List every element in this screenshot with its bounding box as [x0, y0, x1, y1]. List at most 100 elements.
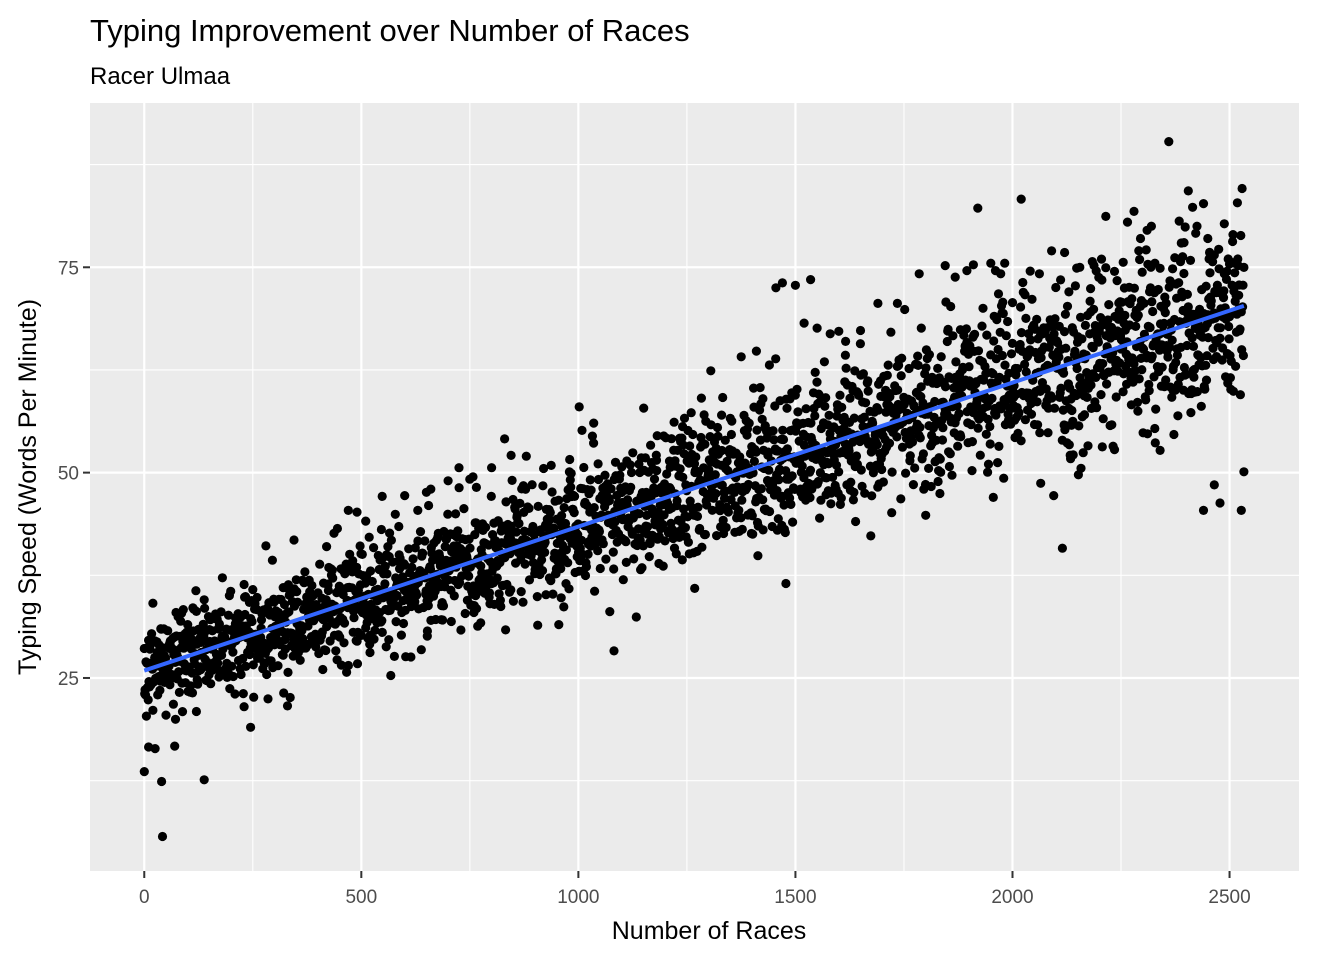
data-point: [1153, 284, 1163, 295]
data-point: [506, 585, 516, 595]
data-point: [1006, 349, 1017, 359]
data-point: [465, 543, 475, 553]
data-point: [213, 658, 223, 668]
data-point: [528, 521, 538, 532]
data-point: [443, 509, 453, 519]
data-point: [1203, 233, 1213, 244]
data-point: [1096, 254, 1107, 264]
data-point: [813, 476, 823, 487]
data-point: [1057, 543, 1067, 553]
data-point: [328, 573, 338, 583]
data-point: [642, 510, 652, 520]
data-point: [764, 360, 775, 370]
data-point: [554, 495, 564, 505]
data-point: [717, 410, 727, 420]
data-point: [554, 620, 564, 630]
data-point: [486, 491, 496, 501]
y-tick-label: 25: [58, 669, 79, 690]
data-point: [908, 480, 919, 490]
data-point: [440, 542, 450, 552]
data-point: [634, 509, 644, 519]
data-point: [418, 548, 428, 558]
data-point: [988, 492, 998, 502]
data-point: [577, 425, 587, 435]
data-point: [1187, 333, 1197, 343]
data-point: [1041, 384, 1051, 394]
data-point: [674, 532, 684, 543]
data-point: [1180, 222, 1190, 232]
data-point: [1003, 316, 1013, 327]
data-point: [782, 403, 792, 413]
data-point: [1183, 186, 1193, 196]
data-point: [1104, 300, 1114, 310]
data-point: [598, 539, 608, 549]
data-point: [300, 567, 310, 577]
data-point: [413, 505, 423, 515]
data-point: [973, 346, 984, 356]
data-point: [318, 664, 328, 675]
data-point: [361, 516, 371, 526]
data-point: [1016, 436, 1026, 446]
data-point: [722, 456, 732, 466]
data-point: [1150, 438, 1160, 448]
data-point: [559, 503, 569, 513]
data-point: [970, 329, 980, 339]
data-point: [247, 616, 257, 627]
data-point: [1133, 406, 1143, 416]
y-axis-title: Typing Speed (Words Per Minute): [14, 299, 42, 675]
data-point: [1109, 266, 1120, 276]
data-point: [606, 484, 616, 494]
data-point: [355, 541, 365, 551]
data-point: [1102, 379, 1112, 389]
data-point: [863, 386, 873, 396]
data-point: [926, 481, 936, 492]
data-point: [186, 681, 196, 691]
data-point: [1026, 335, 1036, 345]
data-point: [797, 461, 807, 471]
data-point: [777, 278, 788, 288]
data-point: [626, 467, 637, 478]
data-point: [1076, 312, 1086, 322]
data-point: [872, 440, 882, 450]
data-point: [515, 498, 525, 508]
data-point: [849, 413, 859, 423]
data-point: [1062, 301, 1073, 311]
data-point: [1072, 363, 1082, 374]
data-point: [966, 420, 976, 430]
data-point: [810, 367, 820, 377]
data-point: [693, 502, 703, 512]
data-point: [1049, 491, 1059, 501]
data-point: [279, 688, 289, 698]
data-point: [604, 496, 615, 506]
data-point: [710, 470, 720, 480]
data-point: [991, 410, 1001, 420]
data-point: [293, 597, 303, 607]
data-point: [856, 465, 866, 475]
data-point: [697, 542, 707, 552]
data-point: [191, 586, 201, 596]
data-point: [1054, 352, 1064, 362]
data-point: [940, 261, 950, 271]
data-point: [454, 483, 464, 493]
data-point: [557, 510, 567, 521]
data-point: [282, 701, 293, 711]
data-point: [947, 470, 957, 480]
data-point: [1188, 202, 1198, 212]
data-point: [547, 487, 557, 497]
data-point: [867, 491, 877, 501]
data-point: [773, 446, 783, 456]
data-point: [914, 269, 924, 279]
data-point: [930, 396, 940, 407]
data-point: [1096, 313, 1106, 323]
data-point: [873, 405, 883, 415]
data-point: [451, 509, 461, 519]
data-point: [362, 617, 372, 628]
data-point: [400, 560, 410, 570]
data-point: [1189, 372, 1199, 382]
data-point: [980, 361, 990, 372]
data-point: [586, 485, 596, 495]
data-point: [1021, 313, 1031, 323]
data-point: [1070, 281, 1080, 291]
data-point: [897, 353, 907, 363]
data-point: [1098, 359, 1108, 369]
